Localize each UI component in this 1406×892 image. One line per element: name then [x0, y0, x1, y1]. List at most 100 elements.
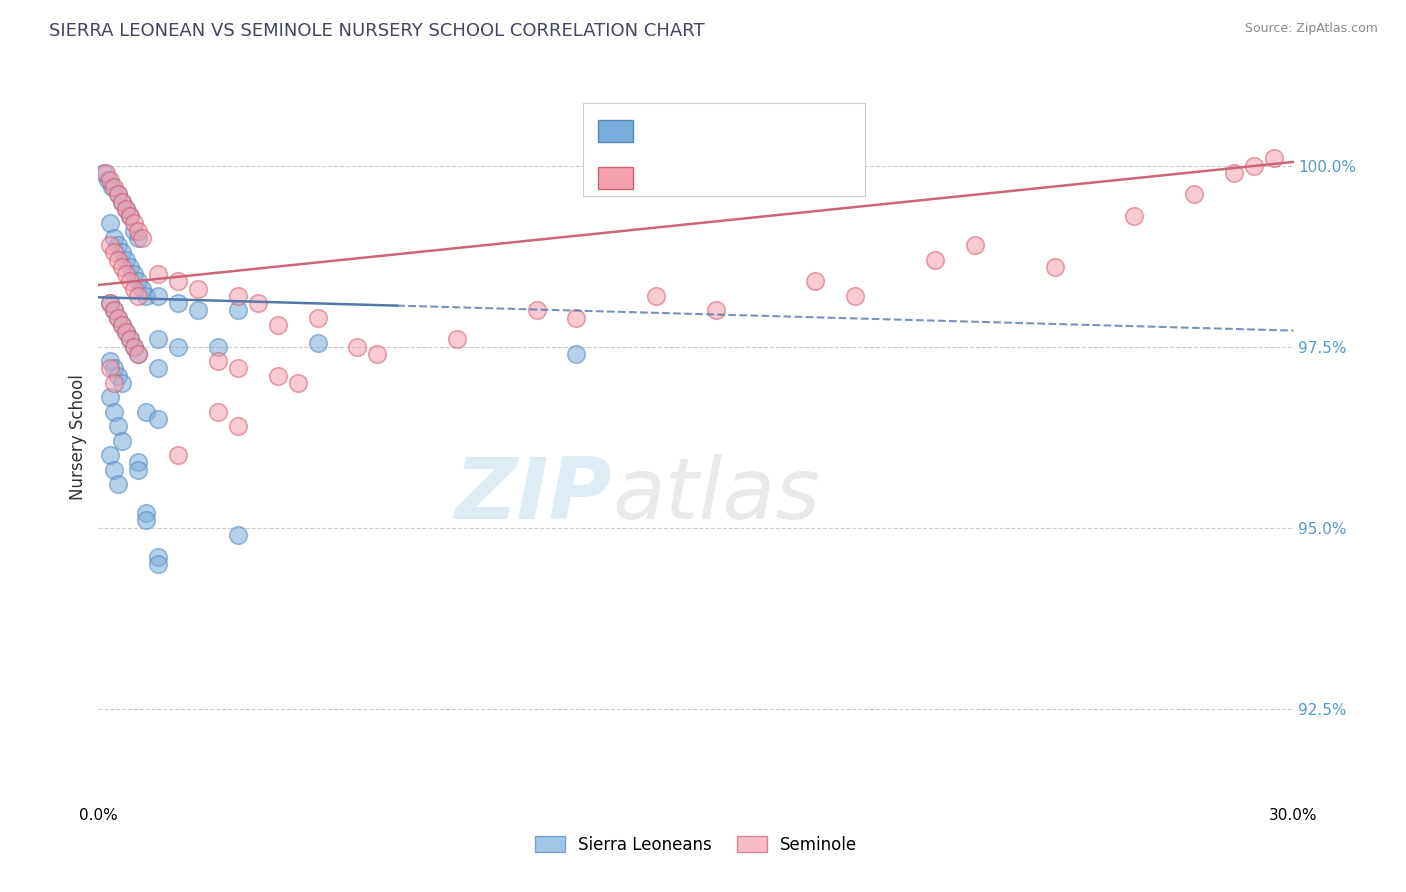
Point [167, 340, 190, 354]
Point [135, 513, 157, 527]
Point [267, 368, 290, 383]
Point [111, 318, 134, 332]
Text: N =: N = [745, 123, 782, 138]
Point [148, 361, 170, 376]
Point [111, 318, 134, 332]
Text: N =: N = [745, 169, 782, 185]
Point [704, 303, 727, 318]
Point [127, 274, 149, 288]
Point [127, 347, 149, 361]
Point [111, 376, 134, 390]
Point [111, 194, 134, 209]
Point [1182, 187, 1205, 202]
Point [127, 289, 149, 303]
Point [98, 361, 122, 376]
Point [98, 296, 122, 310]
Point [135, 506, 157, 520]
Point [98, 296, 122, 310]
Point [167, 448, 190, 462]
Legend: Sierra Leoneans, Seminole: Sierra Leoneans, Seminole [529, 829, 863, 860]
Point [101, 180, 124, 194]
Point [115, 325, 138, 339]
Point [135, 405, 157, 419]
Point [107, 368, 129, 383]
Point [124, 282, 146, 296]
Point [107, 238, 129, 252]
Point [107, 187, 129, 202]
Text: 58: 58 [787, 123, 810, 138]
Point [127, 347, 149, 361]
Point [226, 303, 249, 318]
Point [167, 274, 190, 288]
Point [307, 335, 329, 350]
Point [120, 332, 142, 346]
Point [107, 187, 129, 202]
Text: R =: R = [643, 169, 678, 185]
Text: atlas: atlas [613, 454, 820, 537]
Point [135, 289, 157, 303]
Point [127, 455, 149, 469]
Point [226, 419, 249, 434]
Text: ZIP: ZIP [454, 454, 613, 537]
Point [115, 325, 138, 339]
Point [124, 224, 146, 238]
Point [107, 252, 129, 267]
Point [98, 448, 122, 462]
Text: SIERRA LEONEAN VS SEMINOLE NURSERY SCHOOL CORRELATION CHART: SIERRA LEONEAN VS SEMINOLE NURSERY SCHOO… [49, 22, 704, 40]
Point [804, 274, 827, 288]
Point [1243, 159, 1265, 173]
Point [124, 216, 146, 230]
Point [103, 376, 125, 390]
Point [107, 477, 129, 491]
Point [346, 340, 368, 354]
Point [98, 238, 122, 252]
Point [107, 310, 129, 325]
Point [120, 209, 142, 223]
Point [98, 390, 122, 404]
Text: -0.020: -0.020 [685, 123, 742, 138]
Point [127, 231, 149, 245]
Point [446, 332, 468, 346]
Point [148, 289, 170, 303]
Text: 60: 60 [787, 169, 810, 185]
Point [103, 303, 125, 318]
Point [526, 303, 548, 318]
Point [366, 347, 388, 361]
Point [93, 166, 115, 180]
Point [127, 463, 149, 477]
Point [1043, 260, 1066, 274]
Point [267, 318, 290, 332]
Point [111, 245, 134, 260]
Point [98, 216, 122, 230]
Point [96, 166, 118, 180]
Point [148, 332, 170, 346]
Point [124, 340, 146, 354]
Point [127, 224, 149, 238]
Point [207, 354, 229, 368]
Point [1263, 151, 1285, 165]
Point [124, 340, 146, 354]
Point [120, 274, 142, 288]
Point [120, 260, 142, 274]
Point [187, 282, 209, 296]
Point [187, 303, 209, 318]
Point [111, 260, 134, 274]
Point [124, 267, 146, 281]
Point [131, 282, 153, 296]
Point [131, 231, 153, 245]
Point [103, 405, 125, 419]
Text: 0.402: 0.402 [685, 169, 735, 185]
Point [287, 376, 309, 390]
Point [103, 463, 125, 477]
Text: Source: ZipAtlas.com: Source: ZipAtlas.com [1244, 22, 1378, 36]
Point [148, 557, 170, 571]
Point [167, 296, 190, 310]
Point [924, 252, 946, 267]
Text: R =: R = [643, 123, 678, 138]
Point [97, 173, 120, 187]
Point [148, 267, 170, 281]
Point [207, 405, 229, 419]
Point [103, 361, 125, 376]
Point [120, 332, 142, 346]
Point [115, 202, 138, 216]
